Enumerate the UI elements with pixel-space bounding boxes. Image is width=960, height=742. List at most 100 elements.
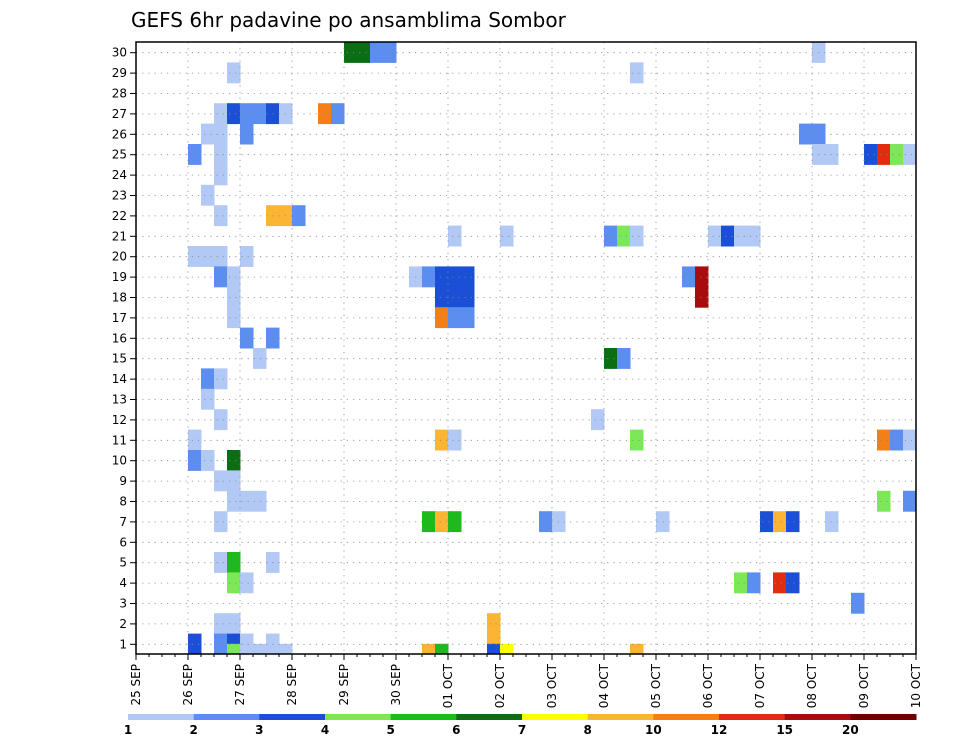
y-tick-label: 19	[112, 270, 127, 284]
precip-cell	[253, 348, 267, 369]
precip-cell	[630, 643, 644, 654]
precip-cell	[435, 307, 449, 329]
y-tick-label: 9	[119, 474, 127, 488]
x-tick-label: 10 OCT	[909, 663, 923, 708]
precip-cell	[435, 266, 449, 288]
precip-cell	[188, 246, 202, 267]
y-tick-label: 11	[112, 433, 127, 447]
precip-cell	[448, 429, 462, 451]
precip-cell	[227, 490, 241, 512]
precip-cell	[435, 511, 449, 533]
y-tick-label: 30	[112, 46, 127, 60]
precip-cell	[214, 103, 228, 125]
precip-cell	[201, 368, 215, 390]
colorbar-label: 3	[255, 723, 263, 737]
precip-cell	[292, 205, 306, 227]
precip-cell	[695, 286, 709, 308]
precip-cell	[708, 225, 722, 247]
precip-cell	[448, 511, 462, 533]
x-tick-label: 29 SEP	[337, 664, 351, 706]
precip-cell	[227, 572, 241, 594]
precip-cell	[487, 643, 501, 654]
x-tick-label: 07 OCT	[753, 663, 767, 708]
precip-cell	[695, 266, 709, 288]
precip-cell	[331, 103, 345, 125]
precip-cell	[721, 225, 735, 247]
colorbar-label: 12	[711, 723, 728, 737]
precip-cell	[500, 643, 514, 654]
precip-cell	[240, 123, 254, 145]
precip-cell	[617, 225, 631, 247]
precip-cell	[214, 409, 228, 431]
precip-cell	[786, 511, 800, 533]
precip-cell	[214, 266, 228, 288]
precip-cell	[370, 42, 384, 63]
precip-cell	[201, 450, 215, 471]
colorbar-swatch	[390, 714, 457, 720]
precipitation-cells	[188, 42, 917, 655]
precip-cell	[773, 511, 787, 533]
x-tick-label: 08 OCT	[805, 663, 819, 708]
y-tick-label: 14	[112, 372, 127, 386]
precip-cell	[630, 429, 644, 451]
precip-cell	[435, 286, 449, 308]
colorbar-label: 5	[386, 723, 394, 737]
precip-cell	[227, 613, 241, 635]
precip-cell	[461, 286, 475, 308]
colorbar-swatch	[850, 714, 917, 720]
precip-cell	[487, 613, 501, 635]
precip-cell	[188, 633, 202, 655]
x-tick-label: 28 SEP	[285, 664, 299, 706]
y-tick-label: 5	[119, 556, 127, 570]
precip-cell	[201, 388, 215, 410]
precip-cell	[747, 572, 761, 594]
y-tick-label: 26	[112, 127, 127, 141]
y-tick-label: 28	[112, 87, 127, 101]
y-tick-label: 3	[119, 597, 127, 611]
precip-cell	[201, 184, 215, 206]
precip-cell	[448, 307, 462, 329]
y-axis-ticks: 1234567891011121314151617181920212223242…	[112, 46, 136, 651]
precip-cell	[188, 429, 202, 451]
x-tick-label: 01 OCT	[441, 663, 455, 708]
precip-cell	[890, 429, 904, 451]
precip-cell	[500, 225, 514, 247]
precip-cell	[227, 552, 241, 573]
precip-cell	[383, 42, 397, 63]
precip-cell	[747, 225, 761, 247]
y-tick-label: 16	[112, 331, 127, 345]
precip-cell	[357, 42, 371, 63]
y-tick-label: 4	[119, 576, 127, 590]
precip-cell	[435, 643, 449, 654]
precip-cell	[227, 103, 241, 125]
precip-cell	[201, 123, 215, 145]
colorbar-swatch	[522, 714, 589, 720]
precip-cell	[903, 144, 917, 165]
precip-cell	[656, 511, 670, 533]
precip-cell	[240, 643, 254, 654]
chart-title: GEFS 6hr padavine po ansamblima Sombor	[131, 8, 567, 32]
precip-cell	[786, 572, 800, 594]
y-tick-label: 17	[112, 311, 127, 325]
precip-cell	[214, 144, 228, 165]
colorbar-label: 1	[124, 723, 132, 737]
colorbar-label: 4	[321, 723, 329, 737]
precip-cell	[214, 552, 228, 573]
precip-cell	[877, 429, 891, 451]
precip-cell	[214, 633, 228, 655]
precip-cell	[240, 327, 254, 349]
colorbar-swatch	[325, 714, 392, 720]
precip-cell	[253, 103, 267, 125]
precip-cell	[448, 266, 462, 288]
precip-cell	[253, 490, 267, 512]
precip-cell	[227, 450, 241, 471]
x-tick-label: 25 SEP	[129, 664, 143, 706]
precip-cell	[604, 348, 618, 369]
colorbar-label: 20	[842, 723, 859, 737]
y-tick-label: 8	[119, 495, 127, 509]
y-tick-label: 10	[112, 454, 127, 468]
x-tick-label: 02 OCT	[493, 663, 507, 708]
precip-cell	[877, 490, 891, 512]
y-tick-label: 23	[112, 189, 127, 203]
precip-cell	[227, 307, 241, 329]
